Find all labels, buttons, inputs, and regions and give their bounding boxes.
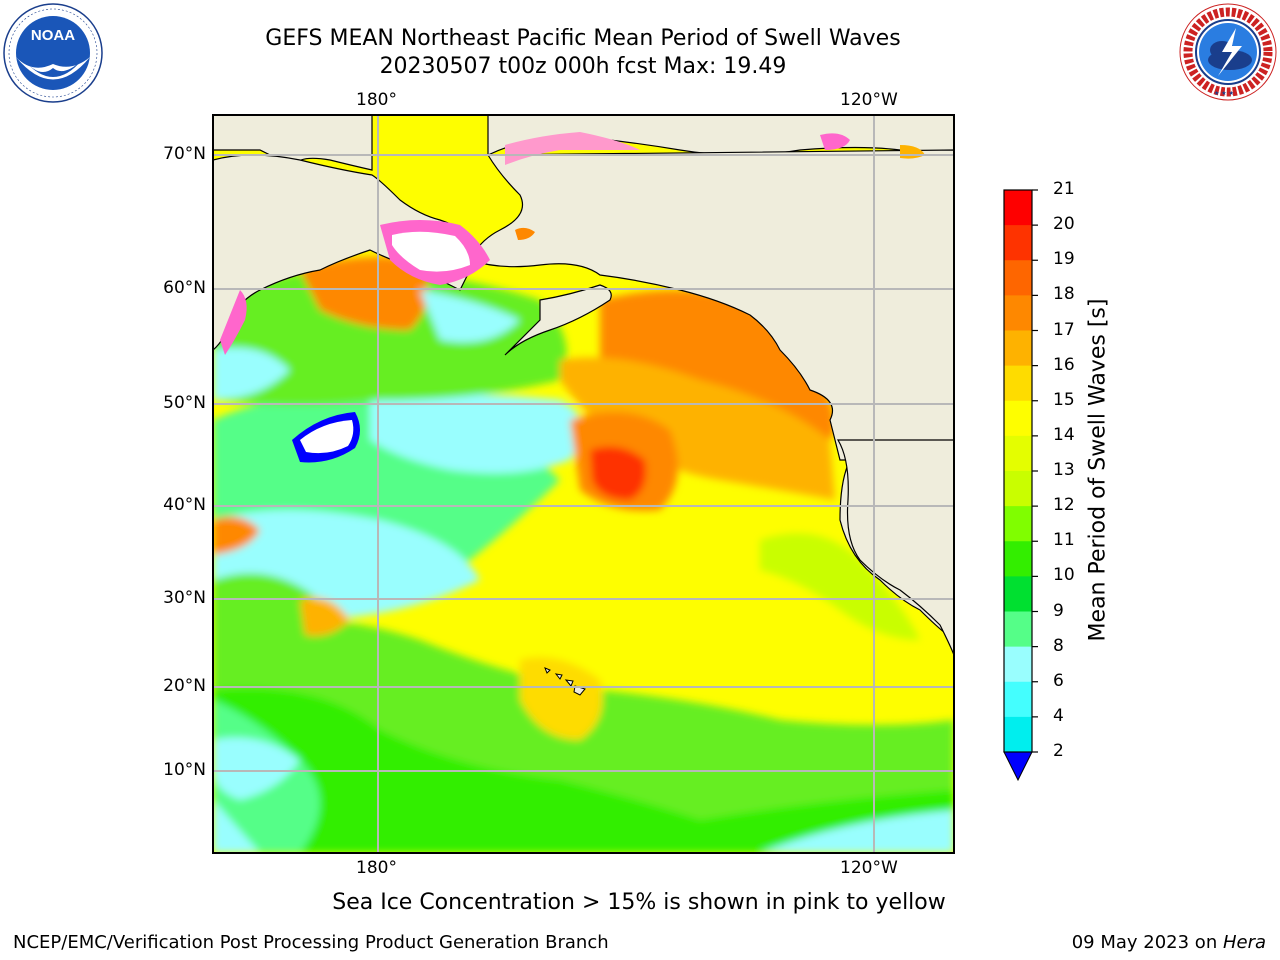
sea-ice-note: Sea Ice Concentration > 15% is shown in … <box>332 890 946 915</box>
colorbar-segment <box>1004 681 1032 718</box>
colorbar-segment <box>1004 611 1032 648</box>
colorbar-tick-label: 12 <box>1053 495 1075 516</box>
chart-title: GEFS MEAN Northeast Pacific Mean Period … <box>265 26 901 51</box>
footer-host: Hera <box>1222 932 1266 953</box>
chart-subtitle: 20230507 t00z 000h fcst Max: 19.49 <box>379 54 787 79</box>
colorbar-tick-label: 4 <box>1053 705 1064 726</box>
colorbar-tick-label: 13 <box>1053 460 1075 480</box>
colorbar-segment <box>1004 400 1032 437</box>
colorbar-tick-label: 16 <box>1053 354 1075 375</box>
footer-date-text: 09 May 2023 on <box>1071 932 1223 953</box>
lon-label-bottom-120w: 120°W <box>840 858 898 878</box>
colorbar-tick-label: 15 <box>1053 389 1075 410</box>
lat-label-40n: 40°N <box>163 495 206 515</box>
colorbar-segment <box>1004 471 1032 507</box>
colorbar <box>1003 189 1038 782</box>
colorbar-segment <box>1004 260 1032 296</box>
colorbar-tick-label: 21 <box>1053 179 1075 199</box>
colorbar-segment <box>1004 716 1032 753</box>
colorbar-segment <box>1004 576 1032 612</box>
colorbar-tick-label: 19 <box>1053 249 1075 270</box>
lon-label-bottom-180: 180° <box>356 858 397 878</box>
colorbar-under-arrow <box>1003 751 1033 782</box>
colorbar-tick-label: 8 <box>1053 635 1064 656</box>
lon-label-top-180: 180° <box>356 90 397 110</box>
lat-label-50n: 50°N <box>163 393 206 413</box>
nws-logo: ★ ★ ★ <box>1179 3 1277 101</box>
colorbar-tick-label: 9 <box>1053 600 1064 621</box>
lat-label-60n: 60°N <box>163 278 206 298</box>
lat-label-70n: 70°N <box>163 144 206 164</box>
footer-date: 09 May 2023 on Hera <box>1072 932 1266 953</box>
colorbar-tick-label: 2 <box>1053 741 1064 761</box>
colorbar-title: Mean Period of Swell Waves [s] <box>1085 298 1111 642</box>
colorbar-tick-label: 11 <box>1053 530 1075 551</box>
colorbar-tick-label: 14 <box>1053 424 1075 445</box>
lat-label-30n: 30°N <box>163 588 206 608</box>
colorbar-segment <box>1004 506 1032 542</box>
colorbar-tick-label: 6 <box>1053 670 1064 691</box>
footer-credit: NCEP/EMC/Verification Post Processing Pr… <box>13 932 609 953</box>
colorbar-segment <box>1004 295 1032 331</box>
noaa-logo-text: NOAA <box>31 27 75 44</box>
lat-label-10n: 10°N <box>163 760 206 780</box>
colorbar-segment <box>1004 330 1032 367</box>
colorbar-tick-label: 20 <box>1053 214 1075 235</box>
svg-text:★ ★ ★: ★ ★ ★ <box>1214 90 1234 97</box>
colorbar-tick-label: 18 <box>1053 284 1075 305</box>
colorbar-tick-label: 10 <box>1053 565 1075 586</box>
lon-label-top-120w: 120°W <box>840 90 898 110</box>
colorbar-segment <box>1004 541 1032 577</box>
colorbar-tick-label: 17 <box>1053 319 1075 340</box>
colorbar-segment <box>1004 365 1032 402</box>
noaa-logo: NOAA <box>3 3 103 103</box>
colorbar-segment <box>1004 646 1032 683</box>
colorbar-segment <box>1004 435 1032 472</box>
lat-label-20n: 20°N <box>163 676 206 696</box>
colorbar-segment <box>1004 190 1032 226</box>
colorbar-segment <box>1004 225 1032 261</box>
